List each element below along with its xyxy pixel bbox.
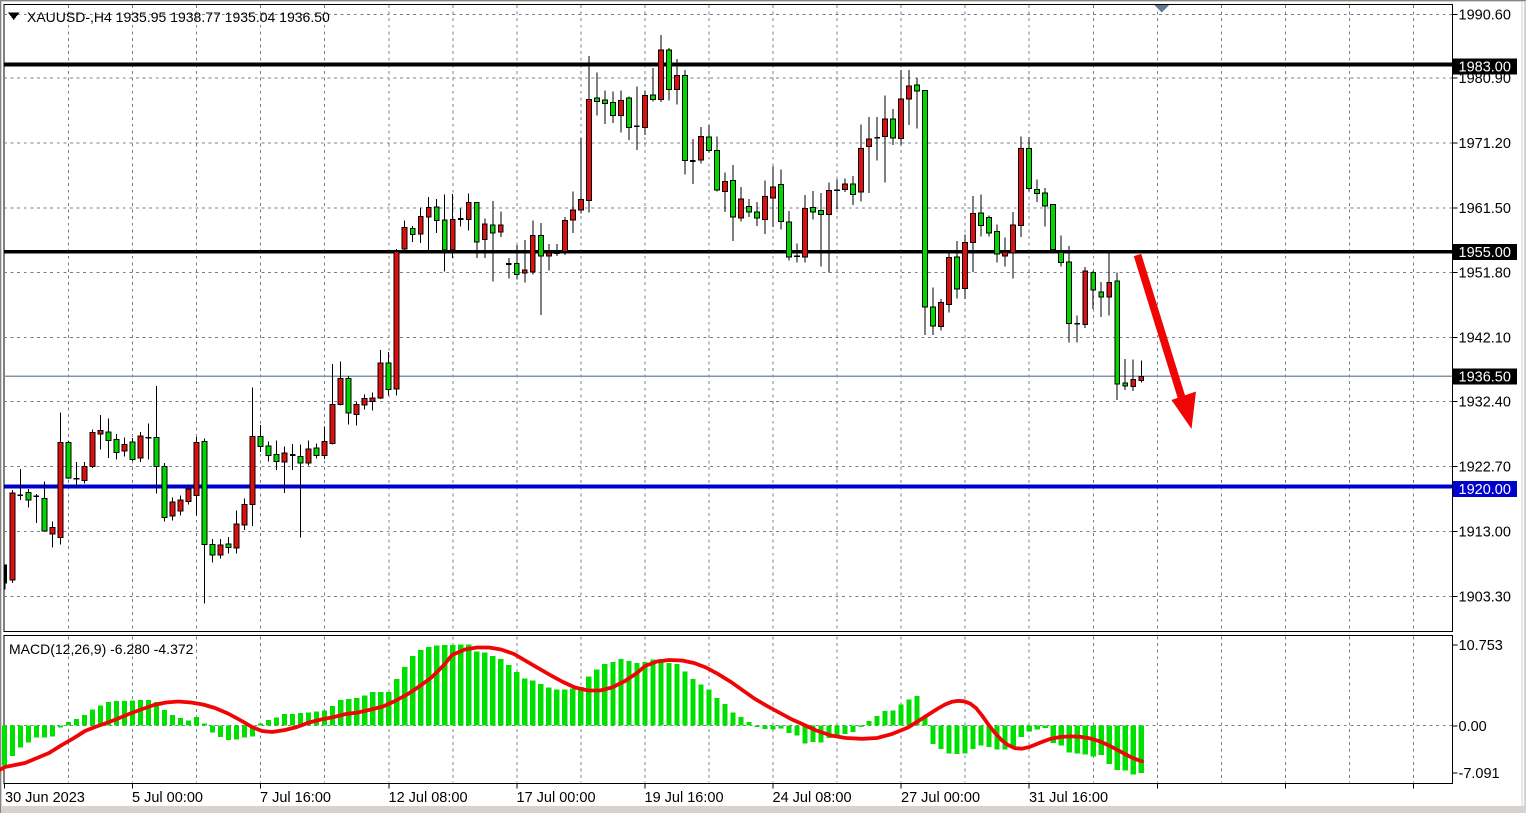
svg-text:1971.20: 1971.20 [1459, 136, 1511, 152]
svg-text:1942.10: 1942.10 [1459, 331, 1511, 347]
svg-text:7 Jul 16:00: 7 Jul 16:00 [260, 790, 331, 806]
svg-text:10.753: 10.753 [1459, 638, 1503, 654]
svg-text:1913.00: 1913.00 [1459, 525, 1511, 541]
svg-text:1983.00: 1983.00 [1459, 60, 1511, 76]
svg-text:5 Jul 00:00: 5 Jul 00:00 [132, 790, 203, 806]
svg-text:-7.091: -7.091 [1459, 766, 1500, 782]
svg-text:1961.50: 1961.50 [1459, 201, 1511, 217]
svg-text:12 Jul 08:00: 12 Jul 08:00 [389, 790, 468, 806]
svg-text:0.00: 0.00 [1459, 719, 1487, 735]
svg-text:30 Jun 2023: 30 Jun 2023 [5, 790, 85, 806]
svg-text:17 Jul 00:00: 17 Jul 00:00 [517, 790, 596, 806]
svg-text:1903.30: 1903.30 [1459, 590, 1511, 606]
svg-text:1955.00: 1955.00 [1459, 245, 1511, 261]
svg-text:MACD(12,26,9) -6.280 -4.372: MACD(12,26,9) -6.280 -4.372 [9, 641, 194, 657]
svg-text:1936.50: 1936.50 [1459, 369, 1511, 385]
svg-text:24 Jul 08:00: 24 Jul 08:00 [773, 790, 852, 806]
svg-text:1922.70: 1922.70 [1459, 460, 1511, 476]
svg-text:1980.90: 1980.90 [1459, 71, 1511, 87]
svg-text:1932.40: 1932.40 [1459, 395, 1511, 411]
svg-text:1920.00: 1920.00 [1459, 482, 1511, 498]
svg-text:27 Jul 00:00: 27 Jul 00:00 [901, 790, 980, 806]
svg-text:XAUUSD-,H4 1935.95 1938.77 19: XAUUSD-,H4 1935.95 1938.77 1935.04 1936.… [27, 9, 330, 25]
svg-text:19 Jul 16:00: 19 Jul 16:00 [645, 790, 724, 806]
svg-text:31 Jul 16:00: 31 Jul 16:00 [1029, 790, 1108, 806]
svg-text:1990.60: 1990.60 [1459, 8, 1511, 24]
svg-text:1951.80: 1951.80 [1459, 265, 1511, 281]
